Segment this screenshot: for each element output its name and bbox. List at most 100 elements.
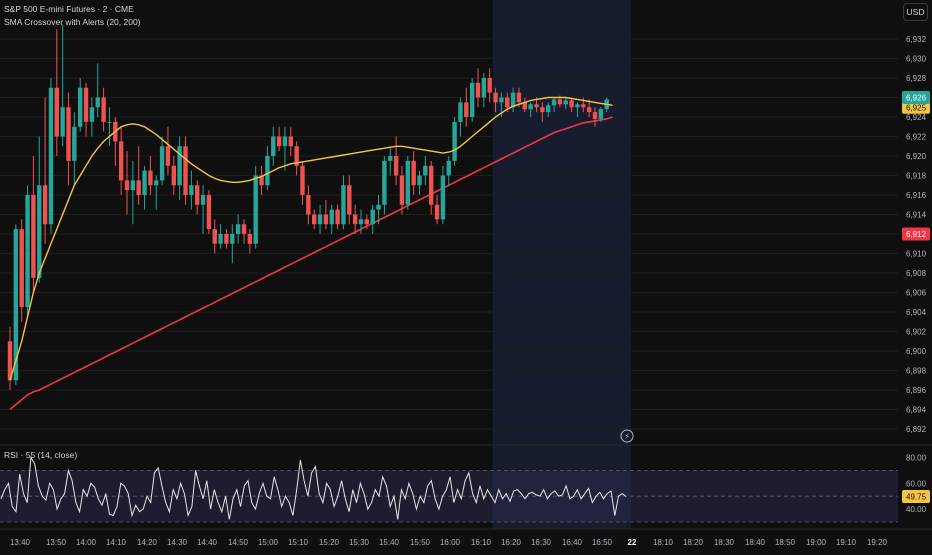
candle-up [458, 102, 463, 122]
price-tick-label: 6,910 [906, 250, 927, 259]
candle-down [212, 229, 217, 244]
candle-up [499, 97, 504, 103]
indicator-title[interactable]: SMA Crossover with Alerts (20, 200) [4, 17, 141, 27]
candle-down [581, 104, 586, 108]
candle-down [241, 224, 247, 234]
time-tick-label: 18:10 [653, 538, 674, 547]
candle-up [271, 136, 276, 156]
candle-up [142, 170, 147, 195]
price-tick-label: 6,906 [906, 289, 927, 298]
candle-down [276, 136, 282, 147]
candle-up [200, 195, 206, 205]
time-tick-label: 15:30 [349, 538, 370, 547]
time-tick-label: 16:50 [592, 538, 613, 547]
candle-up [358, 219, 364, 225]
price-tick-label: 6,898 [906, 367, 927, 376]
candle-down [364, 219, 370, 225]
price-tick-label: 6,902 [906, 328, 927, 337]
candle-down [83, 87, 89, 122]
time-tick-label: 18:30 [714, 538, 735, 547]
candle-up [154, 180, 159, 186]
candle-up [481, 78, 487, 98]
candle-up [218, 234, 223, 244]
candle-down [31, 195, 36, 278]
candle-down [101, 97, 106, 122]
alert-icon-glyph: ⚡ [625, 432, 631, 441]
candle-up [265, 156, 270, 186]
candle-down [399, 175, 405, 205]
time-tick-label: 14:10 [106, 538, 127, 547]
candle-up [510, 92, 516, 108]
candle-up [253, 175, 258, 244]
candle-down [183, 146, 188, 195]
time-tick-label: 13:50 [46, 538, 67, 547]
time-tick-label: 16:00 [440, 538, 461, 547]
price-tick-label: 6,914 [906, 211, 927, 220]
last-price-label: 6,926 [902, 91, 930, 104]
candle-up [405, 160, 410, 205]
sma20-price-label-text: 6,925 [906, 103, 927, 112]
candle-down [352, 214, 358, 225]
candle-down [323, 214, 329, 225]
time-tick-label: 15:00 [258, 538, 279, 547]
candle-down [534, 104, 539, 108]
candle-up [107, 121, 112, 123]
time-tick-label: 19:00 [806, 538, 827, 547]
candle-down [66, 107, 71, 161]
rsi-tick-label: 40.00 [906, 505, 927, 514]
candle-down [19, 229, 24, 308]
candle-down [7, 341, 13, 381]
candle-down [434, 204, 440, 220]
candle-down [505, 97, 510, 108]
candle-down [148, 170, 153, 186]
alert-icon[interactable] [620, 429, 634, 443]
candle-up [282, 136, 288, 147]
candle-up [598, 109, 604, 119]
candle-down [522, 102, 527, 110]
time-tick-label: 14:20 [137, 538, 158, 547]
candle-up [37, 185, 42, 278]
rsi-current-label-text: 49.75 [906, 493, 927, 502]
rsi-line [0, 455, 627, 520]
currency-button[interactable]: USD [903, 3, 928, 21]
candle-up [551, 99, 557, 106]
candle-down [393, 156, 399, 176]
candle-up [95, 97, 100, 108]
price-tick-label: 6,894 [906, 406, 927, 415]
time-tick-label: 14:50 [228, 538, 249, 547]
candle-up [177, 146, 182, 186]
rsi-title[interactable]: RSI · 55 (14, close) [4, 450, 78, 460]
symbol-title[interactable]: S&P 500 E-mini Futures · 2 · CME [4, 4, 134, 14]
candle-up [417, 175, 422, 186]
time-tick-label: 15:40 [379, 538, 400, 547]
candle-down [569, 100, 574, 108]
candle-up [423, 165, 428, 176]
price-tick-label: 6,928 [906, 74, 927, 83]
candle-down [592, 112, 598, 119]
time-tick-label: 13:40 [10, 538, 31, 547]
candle-up [159, 146, 165, 181]
candle-down [487, 78, 492, 93]
candle-up [25, 195, 30, 308]
time-tick-label: 18:50 [775, 538, 796, 547]
candle-down [118, 141, 124, 181]
price-tick-label: 6,908 [906, 269, 927, 278]
time-tick-label: 18:20 [683, 538, 704, 547]
candle-down [300, 165, 305, 195]
candle-up [130, 180, 136, 191]
candle-down [586, 107, 592, 113]
candle-down [347, 185, 352, 215]
candle-up [78, 87, 83, 127]
time-tick-label: 19:20 [867, 538, 888, 547]
time-tick-label: 16:20 [501, 538, 522, 547]
last-price-label-bg [902, 91, 930, 104]
candle-down [475, 82, 481, 98]
candle-up [341, 185, 346, 225]
sma20-line [9, 96, 613, 381]
candle-down [54, 87, 59, 137]
candle-down [165, 146, 171, 166]
candle-down [429, 165, 434, 205]
candle-up [469, 82, 475, 117]
